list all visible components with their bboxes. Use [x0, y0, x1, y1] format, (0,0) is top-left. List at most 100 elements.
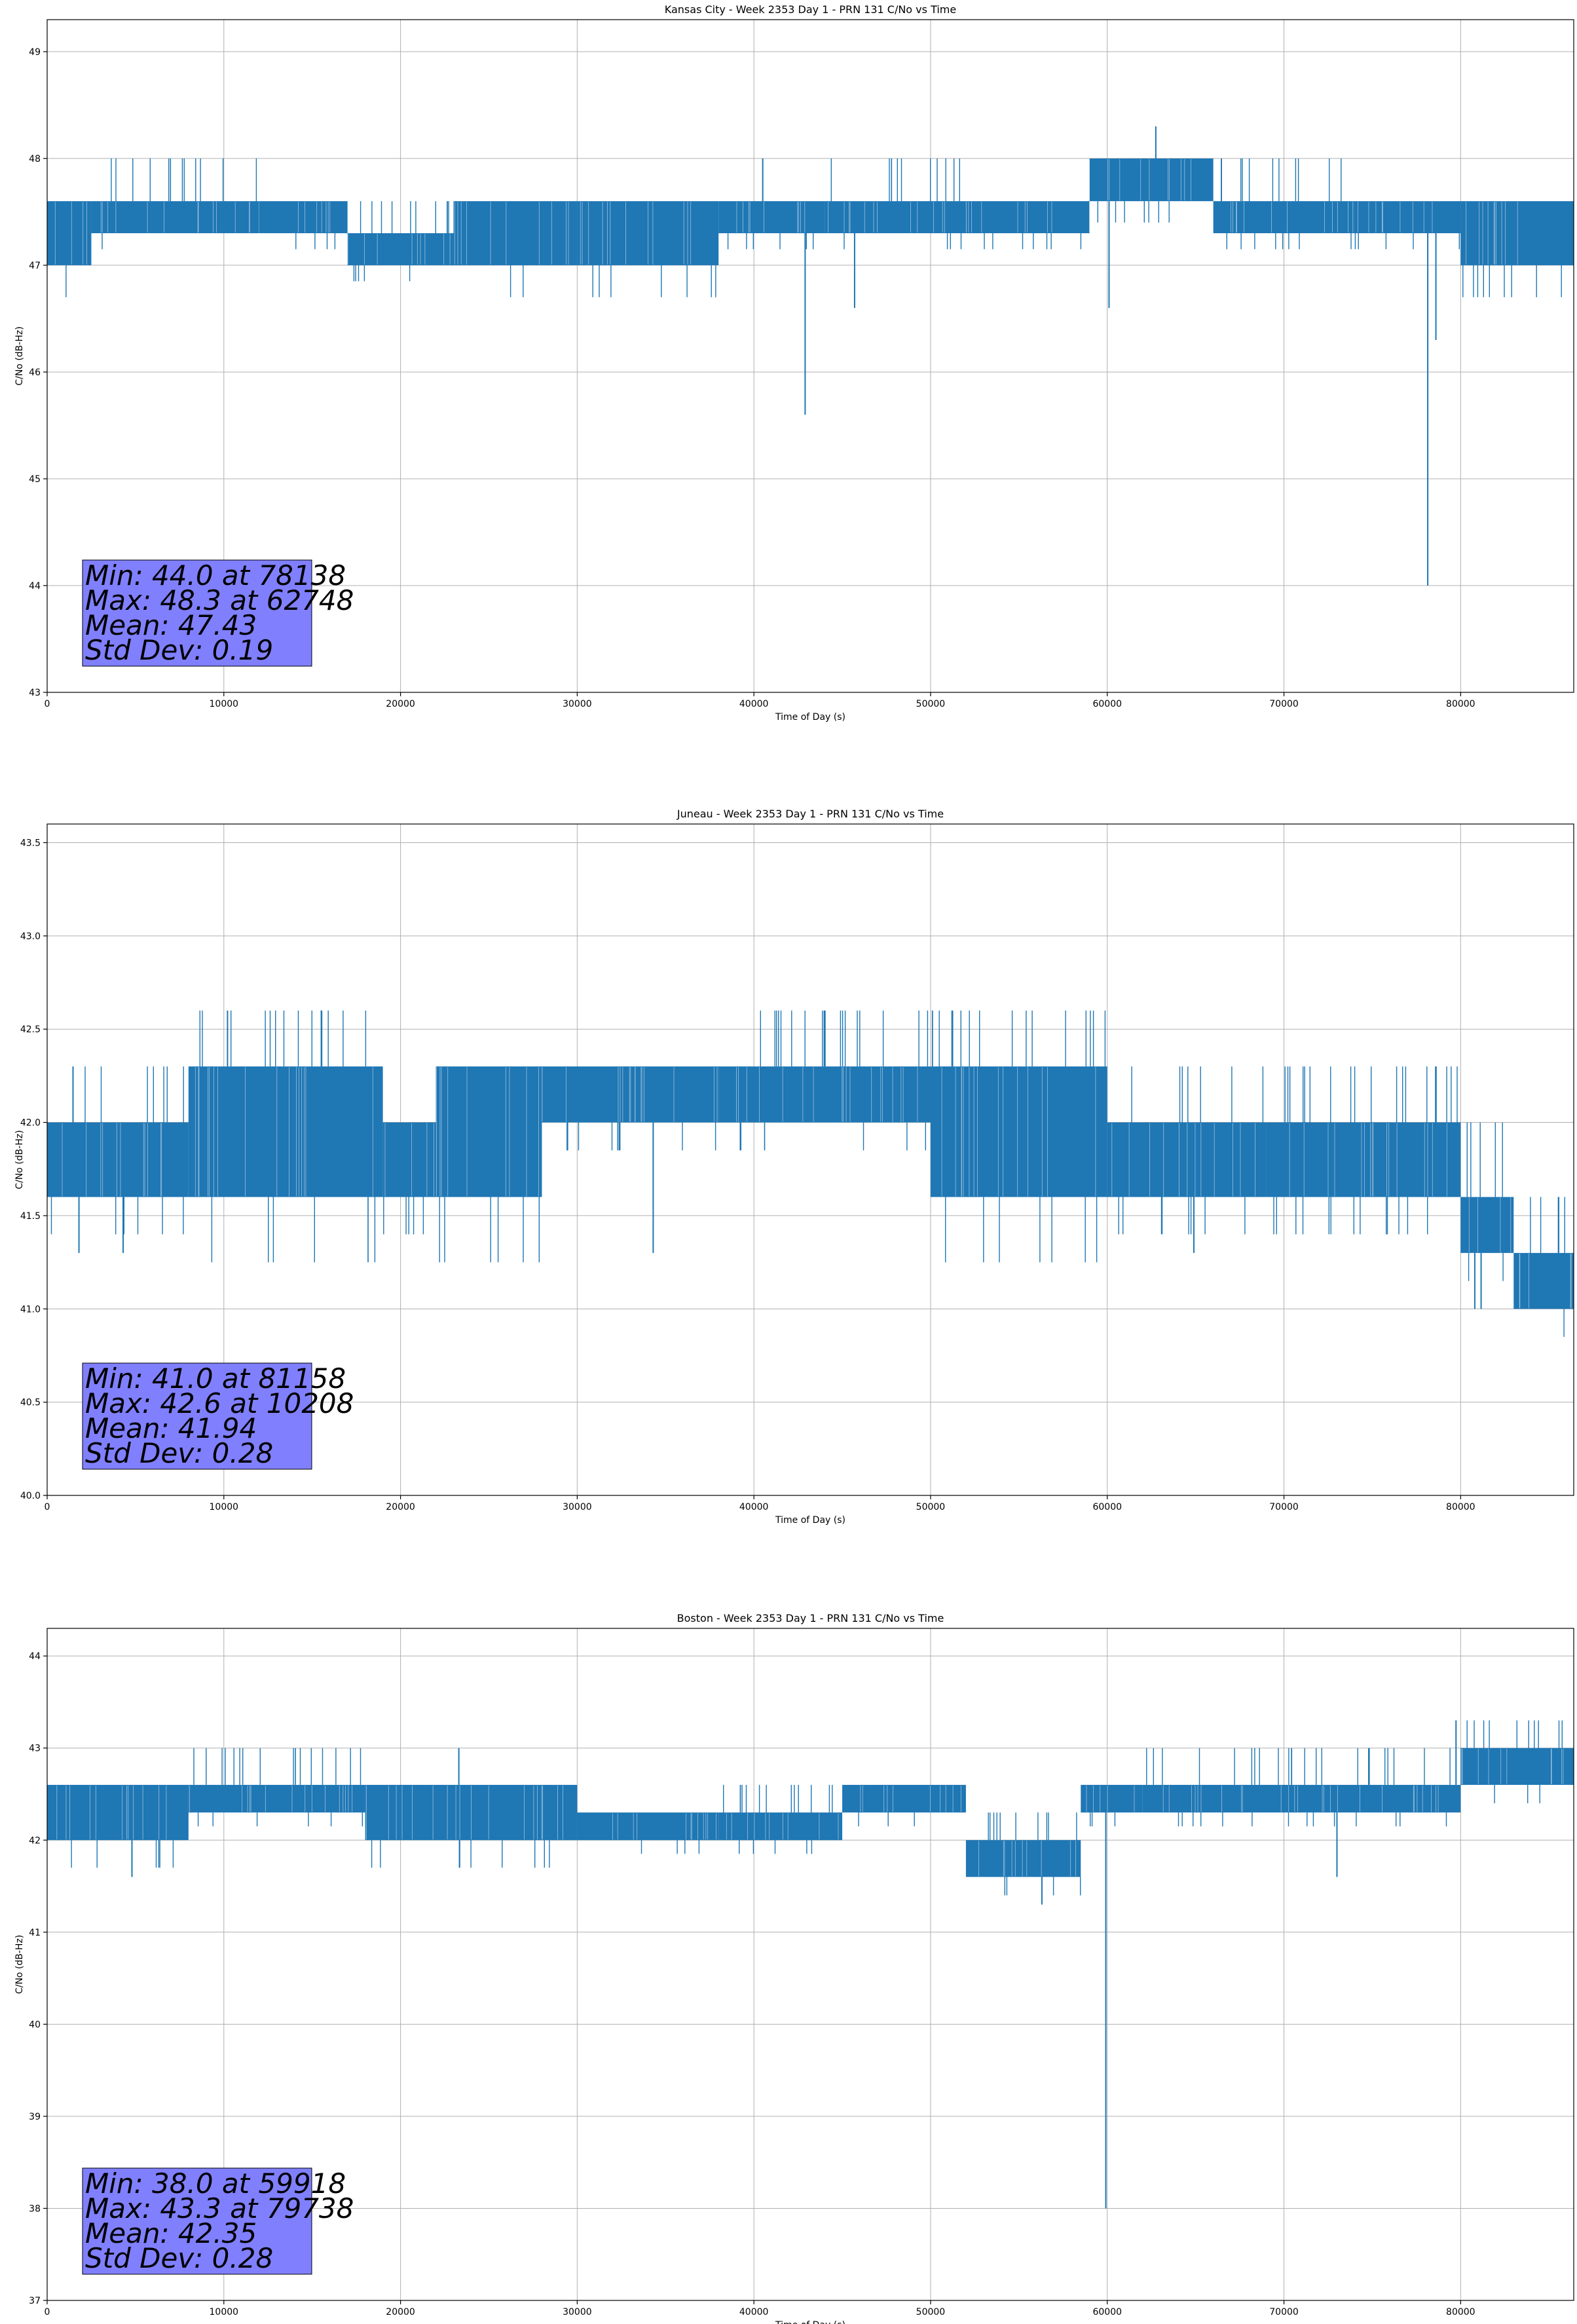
data-band-texture: [195, 1067, 373, 1197]
data-band: [1081, 1784, 1143, 1813]
chart-3: 0 10000 20000 30000 40000 50000 60000 70000 8000…: [14, 1612, 1574, 2324]
y-tick-label: 42.0: [20, 1118, 41, 1129]
y-tick-label: 42: [29, 1835, 41, 1846]
data-band: [91, 201, 259, 234]
data-excursions: [566, 1122, 716, 1151]
stats-std: Std Dev: 0.28: [85, 2242, 273, 2274]
data-band-texture: [1289, 1123, 1447, 1197]
data-excursions: [1146, 1748, 1335, 1827]
x-tick-label: 60000: [1092, 699, 1122, 709]
data-band-texture: [978, 1841, 1076, 1877]
y-tick-label: 42.5: [20, 1024, 41, 1035]
data-excursions: [1354, 233, 1460, 250]
stats-mean: Mean: 47.43: [85, 609, 257, 641]
x-axis-label: Time of Day (s): [775, 712, 845, 722]
data-band: [1107, 1122, 1267, 1197]
data-band-texture: [100, 202, 260, 233]
stats-min: Min: 38.0 at 59918: [85, 2167, 346, 2200]
data-band-texture: [612, 1813, 716, 1840]
y-tick-label: 37: [29, 2296, 41, 2306]
data-band: [542, 1066, 719, 1123]
data-band-texture: [726, 1813, 839, 1840]
y-tick-label: 43.0: [20, 931, 41, 942]
data-band-texture: [56, 1785, 167, 1840]
data-band-texture: [436, 1067, 539, 1197]
data-excursions: [592, 265, 716, 297]
data-band-texture: [347, 234, 451, 265]
data-band: [1266, 1122, 1461, 1197]
data-band-texture: [62, 1123, 162, 1197]
data-band-texture: [1107, 159, 1191, 201]
y-tick-label: 43.5: [20, 838, 41, 848]
stats-max: Max: 48.3 at 62748: [85, 584, 354, 616]
data-excursions: [383, 1197, 424, 1235]
y-tick-label: 47: [29, 261, 41, 271]
x-tick-label: 50000: [916, 699, 946, 709]
data-band: [930, 1066, 1107, 1197]
x-tick-label: 70000: [1269, 699, 1299, 709]
x-tick-label: 40000: [739, 2307, 769, 2317]
data-band: [188, 1066, 383, 1197]
data-band-texture: [298, 202, 331, 233]
x-tick-label: 20000: [386, 2307, 415, 2317]
data-band-texture: [542, 1067, 718, 1122]
y-tick-label: 38: [29, 2203, 41, 2214]
x-tick-label: 60000: [1092, 2307, 1122, 2317]
data-band-texture: [384, 1123, 434, 1197]
data-band: [1513, 1252, 1574, 1309]
data-band: [1142, 1784, 1337, 1813]
data-excursions: [1097, 201, 1170, 223]
data-band: [577, 1812, 719, 1841]
stats-mean: Mean: 41.94: [85, 1412, 257, 1444]
y-tick-label: 44: [29, 1651, 41, 1662]
stats-std: Std Dev: 0.19: [85, 634, 273, 666]
x-tick-label: 20000: [386, 699, 415, 709]
y-tick-label: 41.5: [20, 1211, 41, 1222]
data-band: [1337, 1784, 1461, 1813]
x-axis-label: Time of Day (s): [775, 1515, 845, 1526]
data-excursions: [439, 1197, 540, 1263]
data-band: [47, 1122, 189, 1197]
x-tick-label: 30000: [563, 2307, 592, 2317]
data-band-texture: [1519, 1253, 1572, 1309]
data-band: [47, 1784, 189, 1841]
stats-box: [82, 1362, 312, 1470]
data-excursions: [984, 233, 1082, 250]
stats-min: Min: 44.0 at 78138: [85, 559, 346, 591]
y-tick-label: 40: [29, 2019, 41, 2030]
x-tick-label: 70000: [1269, 1502, 1299, 1512]
data-band: [1089, 158, 1214, 202]
data-band: [1213, 201, 1355, 234]
chart-title: Boston - Week 2353 Day 1 - PRN 131 C/No …: [677, 1612, 944, 1624]
data-band: [718, 1066, 931, 1123]
x-tick-label: 20000: [386, 1502, 415, 1512]
chart-title: Kansas City - Week 2353 Day 1 - PRN 131 …: [665, 3, 956, 16]
data-band-texture: [54, 202, 87, 265]
x-tick-label: 30000: [563, 699, 592, 709]
data-excursions: [65, 265, 67, 297]
x-tick-label: 80000: [1446, 2307, 1475, 2317]
stats-box: [82, 559, 312, 667]
data-band-texture: [189, 1785, 353, 1812]
data-band-texture: [1162, 1785, 1331, 1812]
x-tick-label: 0: [45, 699, 50, 709]
x-tick-label: 80000: [1446, 1502, 1475, 1512]
y-tick-label: 40.5: [20, 1398, 41, 1408]
data-excursions: [1466, 1122, 1504, 1281]
stats-std: Std Dev: 0.28: [85, 1437, 273, 1469]
y-tick-label: 40.0: [20, 1491, 41, 1501]
stats-mean: Mean: 42.35: [85, 2217, 257, 2249]
y-tick-label: 46: [29, 367, 41, 378]
data-band-texture: [736, 202, 806, 233]
data-band: [1354, 201, 1461, 234]
data-excursions: [727, 233, 814, 250]
data-band-texture: [580, 202, 692, 265]
data-band-texture: [1111, 1123, 1255, 1197]
data-band-texture: [1086, 1785, 1135, 1812]
data-band-texture: [736, 1067, 918, 1122]
y-tick-label: 48: [29, 154, 41, 164]
data-band-texture: [1358, 202, 1433, 233]
data-band: [842, 1784, 966, 1813]
stats-box: [82, 2167, 312, 2275]
data-band: [453, 201, 578, 265]
